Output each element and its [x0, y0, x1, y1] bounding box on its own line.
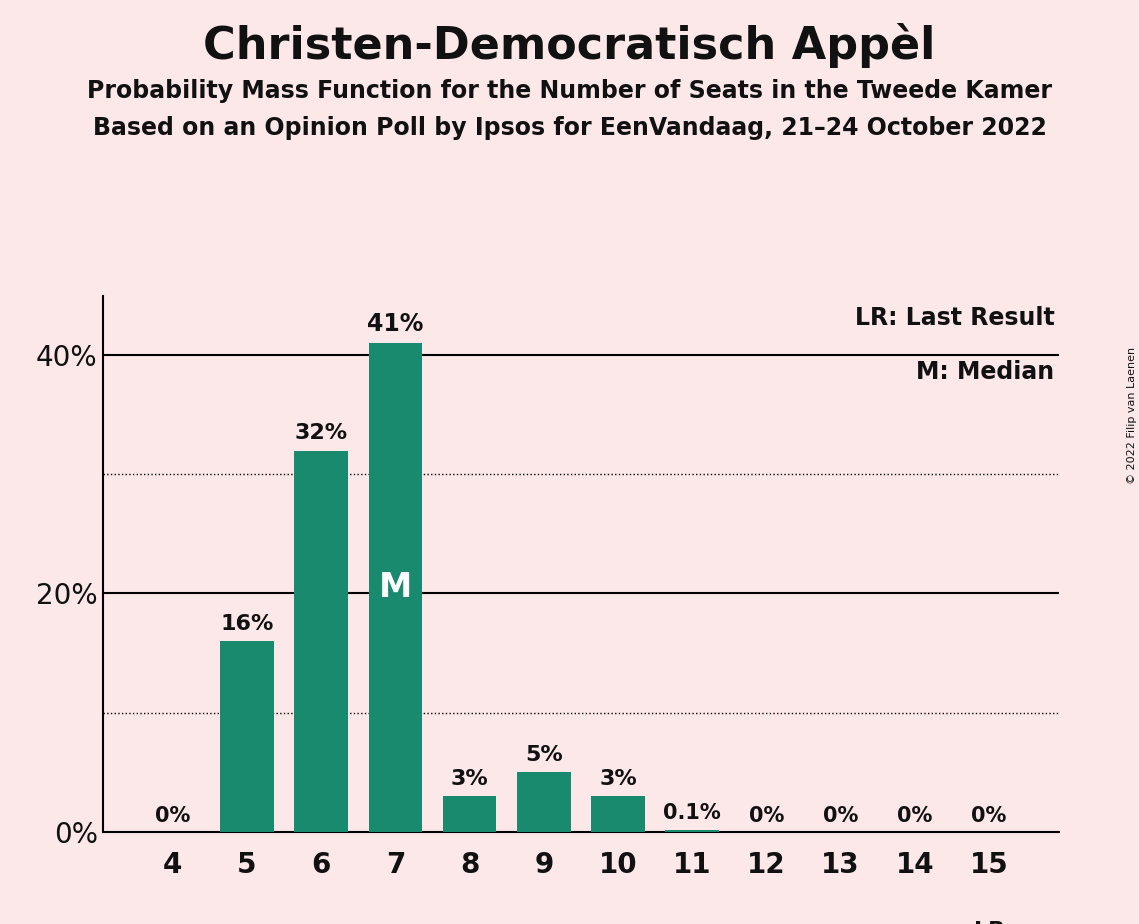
Text: M: Median: M: Median — [917, 360, 1055, 384]
Text: 0%: 0% — [972, 806, 1007, 826]
Text: 3%: 3% — [451, 769, 489, 789]
Text: M: M — [379, 571, 412, 604]
Text: 0%: 0% — [748, 806, 784, 826]
Bar — [443, 796, 497, 832]
Text: © 2022 Filip van Laenen: © 2022 Filip van Laenen — [1126, 347, 1137, 484]
Text: Probability Mass Function for the Number of Seats in the Tweede Kamer: Probability Mass Function for the Number… — [87, 79, 1052, 103]
Bar — [591, 796, 645, 832]
Bar — [665, 831, 719, 832]
Bar — [294, 451, 347, 832]
Bar — [369, 344, 423, 832]
Text: 16%: 16% — [220, 614, 273, 634]
Text: 0%: 0% — [155, 806, 190, 826]
Text: 3%: 3% — [599, 769, 637, 789]
Bar — [220, 641, 273, 832]
Text: 5%: 5% — [525, 745, 563, 765]
Text: LR: LR — [974, 921, 1005, 924]
Bar — [517, 772, 571, 832]
Text: Based on an Opinion Poll by Ipsos for EenVandaag, 21–24 October 2022: Based on an Opinion Poll by Ipsos for Ee… — [92, 116, 1047, 140]
Text: 32%: 32% — [295, 423, 347, 444]
Text: LR: Last Result: LR: Last Result — [854, 307, 1055, 331]
Text: 0.1%: 0.1% — [663, 803, 721, 823]
Text: 0%: 0% — [898, 806, 933, 826]
Text: 0%: 0% — [823, 806, 859, 826]
Text: Christen-Democratisch Appèl: Christen-Democratisch Appèl — [204, 23, 935, 68]
Text: 41%: 41% — [367, 312, 424, 336]
